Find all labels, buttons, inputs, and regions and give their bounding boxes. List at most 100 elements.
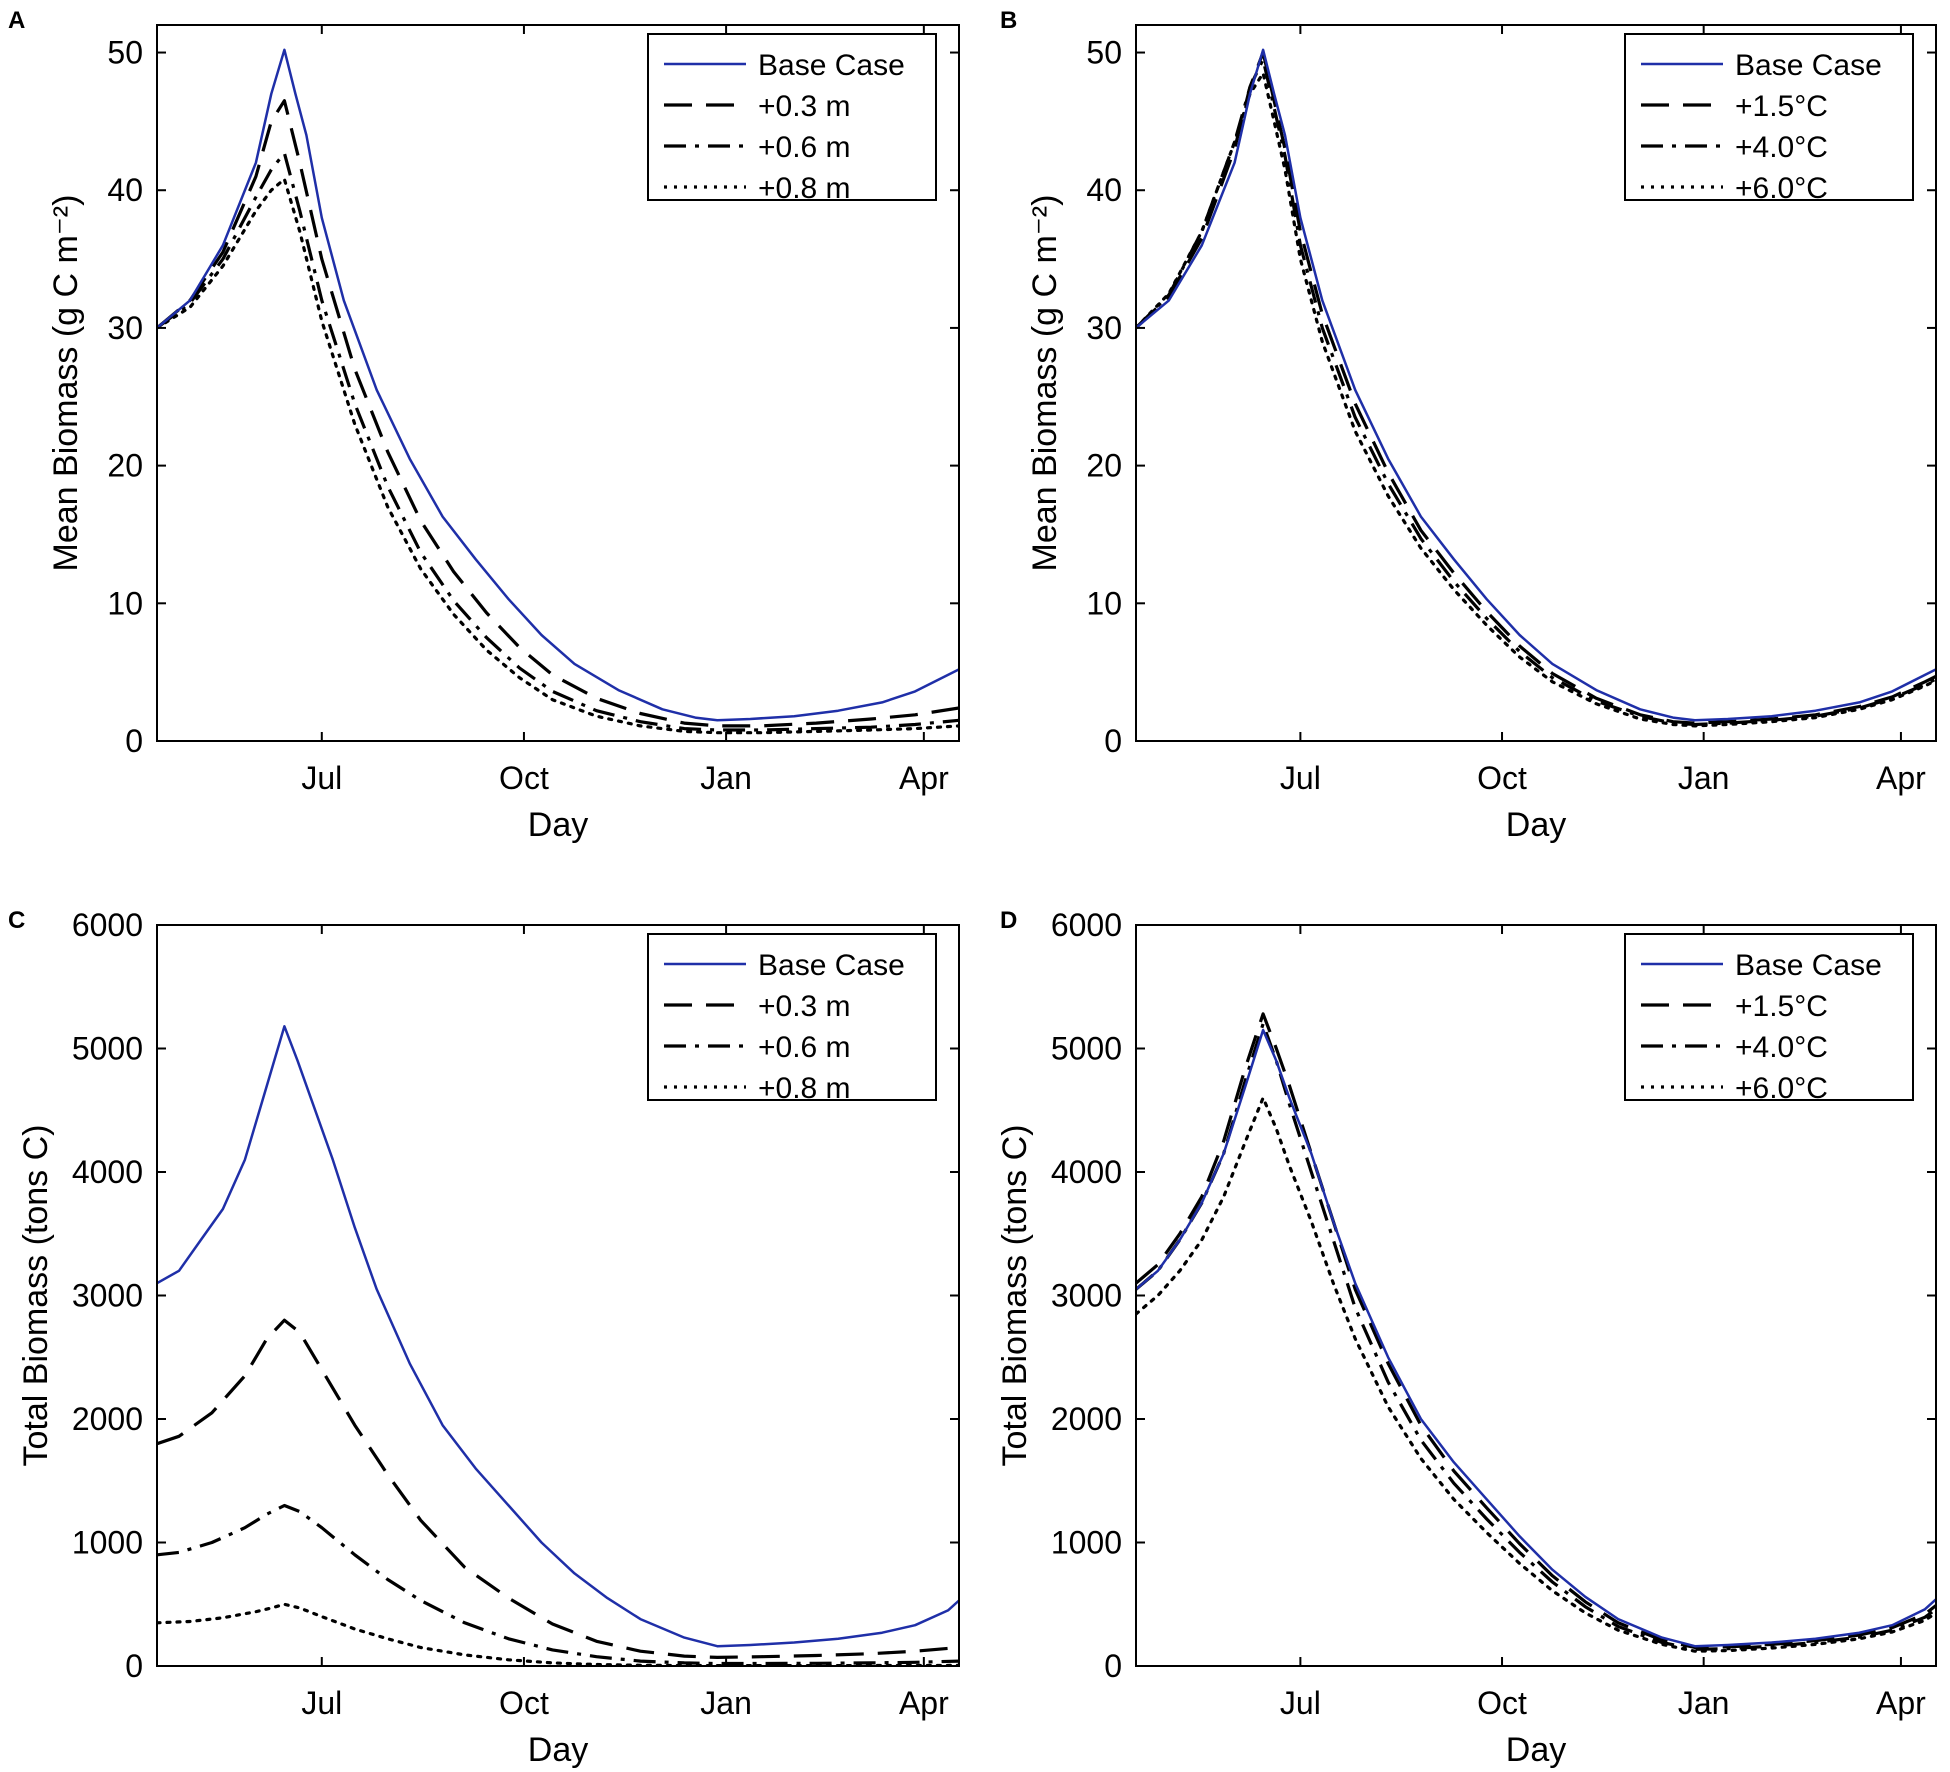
- y-tick-label-b-5: 50: [1086, 35, 1122, 71]
- legend-label-a-3: +0.8 m: [758, 172, 851, 205]
- y-tick-label-a-4: 40: [107, 172, 143, 208]
- x-tick-label-c-2: Jan: [700, 1685, 752, 1721]
- y-tick-label-c-2: 2000: [72, 1401, 143, 1437]
- y-tick-label-a-2: 20: [107, 448, 143, 484]
- y-tick-label-c-1: 1000: [72, 1525, 143, 1561]
- series-group-a: [157, 48, 959, 735]
- legend-label-d-2: +4.0°C: [1735, 1031, 1828, 1064]
- legend-box-c: [647, 933, 937, 1101]
- series-line-d-0: [1136, 1028, 1936, 1648]
- legend-box-b: [1624, 33, 1914, 201]
- x-tick-label-a-0: Jul: [301, 760, 342, 796]
- y-tick-label-c-5: 5000: [72, 1031, 143, 1067]
- y-tick-label-c-3: 3000: [72, 1278, 143, 1314]
- series-line-d-1: [1136, 1012, 1936, 1650]
- x-axis-label-a: Day: [528, 806, 588, 844]
- legend-c: Base Case +0.3 m +0.6 m +0.8 m: [647, 933, 937, 1105]
- legend-label-c-3: +0.8 m: [758, 1072, 851, 1105]
- x-tick-label-d-0: Jul: [1280, 1685, 1321, 1721]
- series-line-c-3: [157, 1602, 959, 1666]
- legend-d: Base Case +1.5°C +4.0°C +6.0°C: [1624, 933, 1914, 1105]
- series-line-c-2: [157, 1503, 959, 1666]
- x-tick-label-d-2: Jan: [1678, 1685, 1730, 1721]
- legend-label-c-0: Base Case: [758, 949, 905, 982]
- x-tick-label-a-2: Jan: [700, 760, 752, 796]
- y-tick-label-a-5: 50: [107, 35, 143, 71]
- legend-label-a-2: +0.6 m: [758, 131, 851, 164]
- x-tick-label-a-3: Apr: [899, 760, 949, 796]
- series-line-c-0: [157, 1025, 959, 1648]
- legend-label-b-3: +6.0°C: [1735, 172, 1828, 205]
- y-tick-label-b-4: 40: [1086, 172, 1122, 208]
- x-tick-label-c-0: Jul: [301, 1685, 342, 1721]
- x-axis-label-b: Day: [1506, 806, 1566, 844]
- plot-frame-a: [156, 24, 960, 742]
- legend-label-c-1: +0.3 m: [758, 990, 851, 1023]
- y-tick-label-d-2: 2000: [1051, 1401, 1122, 1437]
- panel-d: 0 1000 2000 3000 4000 5000 6000 Jul Oct Jan Apr Day…: [996, 907, 1937, 1769]
- series-line-b-0: [1136, 48, 1936, 722]
- y-tick-label-c-6: 6000: [72, 907, 143, 943]
- legend-label-b-1: +1.5°C: [1735, 90, 1828, 123]
- series-group-d: [1136, 1012, 1936, 1653]
- series-group-c: [157, 1025, 959, 1666]
- x-tick-label-d-3: Apr: [1876, 1685, 1926, 1721]
- series-line-b-1: [1136, 50, 1936, 725]
- y-tick-label-d-0: 0: [1104, 1648, 1122, 1684]
- y-tick-label-a-3: 30: [107, 310, 143, 346]
- legend-label-a-1: +0.3 m: [758, 90, 851, 123]
- series-group-b: [1136, 48, 1936, 728]
- panel-a: 0 10 20 30 40 50 Jul Oct Jan Apr Day Mean Biomass (…: [8, 7, 960, 844]
- y-tick-label-b-3: 30: [1086, 310, 1122, 346]
- y-tick-label-c-0: 0: [125, 1648, 143, 1684]
- x-axis-label-d: Day: [1506, 1731, 1566, 1769]
- y-tick-label-a-0: 0: [125, 723, 143, 759]
- y-tick-label-d-6: 6000: [1051, 907, 1122, 943]
- plot-frame-b: [1135, 24, 1937, 742]
- legend-label-a-0: Base Case: [758, 49, 905, 82]
- series-line-c-1: [157, 1318, 959, 1660]
- y-tick-label-b-1: 10: [1086, 585, 1122, 621]
- series-line-d-2: [1136, 1022, 1936, 1651]
- series-line-d-3: [1136, 1096, 1936, 1653]
- legend-label-b-2: +4.0°C: [1735, 131, 1828, 164]
- series-line-a-1: [157, 99, 959, 728]
- legend-a: Base Case +0.3 m +0.6 m +0.8 m: [647, 33, 937, 205]
- legend-label-c-2: +0.6 m: [758, 1031, 851, 1064]
- legend-label-d-1: +1.5°C: [1735, 990, 1828, 1023]
- legend-box-a: [647, 33, 937, 201]
- panel-c: 0 1000 2000 3000 4000 5000 6000 Jul Oct Jan Apr Day…: [8, 907, 960, 1769]
- x-tick-label-b-1: Oct: [1477, 760, 1527, 796]
- x-tick-label-b-2: Jan: [1678, 760, 1730, 796]
- x-tick-label-c-3: Apr: [899, 1685, 949, 1721]
- panel-label-b: B: [1000, 7, 1017, 34]
- series-line-a-0: [157, 48, 959, 722]
- x-tick-label-b-0: Jul: [1280, 760, 1321, 796]
- legend-box-d: [1624, 933, 1914, 1101]
- x-tick-label-b-3: Apr: [1876, 760, 1926, 796]
- series-line-a-2: [157, 151, 959, 732]
- y-tick-label-b-2: 20: [1086, 448, 1122, 484]
- panel-label-c: C: [8, 907, 25, 934]
- series-line-a-3: [157, 177, 959, 735]
- legend-label-d-3: +6.0°C: [1735, 1072, 1828, 1105]
- y-tick-label-d-3: 3000: [1051, 1278, 1122, 1314]
- legend-label-d-0: Base Case: [1735, 949, 1882, 982]
- y-axis-label-a: Mean Biomass (g C m⁻²): [47, 195, 85, 572]
- y-axis-label-b: Mean Biomass (g C m⁻²): [1026, 195, 1064, 572]
- y-tick-label-d-5: 5000: [1051, 1031, 1122, 1067]
- legend-label-b-0: Base Case: [1735, 49, 1882, 82]
- x-tick-label-c-1: Oct: [499, 1685, 549, 1721]
- y-axis-label-d: Total Biomass (tons C): [996, 1125, 1034, 1467]
- x-tick-label-d-1: Oct: [1477, 1685, 1527, 1721]
- panel-b: 0 10 20 30 40 50 Jul Oct Jan Apr Day Mean Biomass (…: [1000, 7, 1937, 844]
- y-tick-label-d-1: 1000: [1051, 1525, 1122, 1561]
- y-tick-label-a-1: 10: [107, 585, 143, 621]
- y-tick-label-b-0: 0: [1104, 723, 1122, 759]
- x-tick-label-a-1: Oct: [499, 760, 549, 796]
- y-axis-label-c: Total Biomass (tons C): [17, 1125, 55, 1467]
- y-tick-label-d-4: 4000: [1051, 1154, 1122, 1190]
- legend-b: Base Case +1.5°C +4.0°C +6.0°C: [1624, 33, 1914, 205]
- x-axis-label-c: Day: [528, 1731, 588, 1769]
